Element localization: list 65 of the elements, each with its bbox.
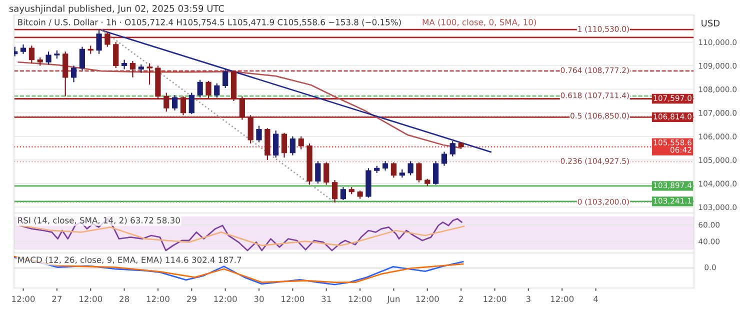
chart-title: sayushjindal published, Jun 02, 2025 03:59 UTC — [9, 4, 224, 14]
x-tick-label: 27 — [52, 296, 62, 302]
candlestick — [214, 82, 220, 98]
candlestick — [433, 160, 439, 186]
x-tick-label: 3 — [526, 296, 530, 302]
candlestick — [450, 140, 456, 157]
candlestick — [104, 30, 110, 48]
x-tick-label: Jun — [386, 296, 400, 304]
candlestick — [273, 130, 279, 158]
candlestick — [130, 60, 136, 78]
candlestick — [332, 179, 338, 203]
candlestick — [390, 162, 397, 178]
candlestick — [188, 92, 194, 115]
candlestick — [146, 62, 152, 86]
candlestick — [121, 59, 128, 70]
x-tick-label: 30 — [254, 296, 264, 302]
candlestick — [62, 50, 68, 97]
text: MA (100, close, 0, SMA, 10) — [422, 18, 536, 26]
candlestick — [315, 160, 321, 184]
x-tick-label: 4 — [594, 296, 598, 302]
candlestick — [239, 96, 245, 120]
x-tick-label: 12:00 — [484, 296, 506, 302]
candlestick — [79, 46, 85, 71]
candlestick — [281, 132, 288, 158]
candlestick — [20, 44, 26, 54]
x-tick-label: 31 — [322, 296, 331, 302]
x-tick-label: 12:00 — [12, 296, 35, 302]
y-axis-title: USD — [702, 20, 720, 27]
candlestick — [180, 96, 186, 116]
annotation: RSI (14, close, SMA, 14, 2) 63.72 58.30 — [18, 217, 180, 224]
candlestick — [172, 94, 178, 112]
candlestick — [70, 65, 77, 83]
candlestick — [382, 160, 388, 172]
candlestick — [441, 151, 448, 166]
candlestick — [248, 114, 254, 144]
candlestick — [324, 162, 330, 186]
x-tick-label: 12:00 — [551, 296, 574, 302]
candlestick — [416, 162, 422, 183]
x-tick-label: 12:00 — [416, 296, 439, 302]
line-series — [18, 61, 461, 149]
x-tick-label: 12:00 — [348, 296, 372, 302]
candlestick — [408, 160, 414, 176]
x-tick-label: 28 — [120, 296, 130, 302]
line-series — [19, 218, 462, 252]
candlestick — [113, 42, 119, 69]
candlestick — [290, 136, 296, 156]
candlestick — [197, 79, 203, 98]
candlestick — [222, 68, 228, 89]
x-tick-label: 12:00 — [80, 296, 102, 302]
candlestick — [96, 29, 102, 54]
candlestick — [164, 92, 170, 112]
x-tick-label: 12:00 — [146, 296, 170, 302]
candlestick — [340, 186, 346, 201]
candlestick — [206, 80, 212, 100]
x-tick-label: 12:00 — [214, 296, 237, 302]
candlestick — [46, 50, 52, 66]
chart-subtitle: Bitcoin / U.S. Dollar · 1h · O105,712.4 H105,754.5 L105,471.9 C105,558.6 −153.8 (−0.15%) — [18, 18, 401, 26]
candlestick — [298, 136, 304, 150]
line-series — [19, 224, 465, 246]
candlestick — [256, 125, 262, 143]
annotation: MACD (12, 26, close, 9, EMA, EMA) 114.6 302.4 187.7 — [18, 256, 242, 264]
x-tick-label: 12:00 — [282, 296, 304, 302]
candlestick — [28, 45, 34, 64]
x-tick-label: 2 — [459, 296, 463, 302]
x-tick-label: 29 — [186, 296, 196, 302]
